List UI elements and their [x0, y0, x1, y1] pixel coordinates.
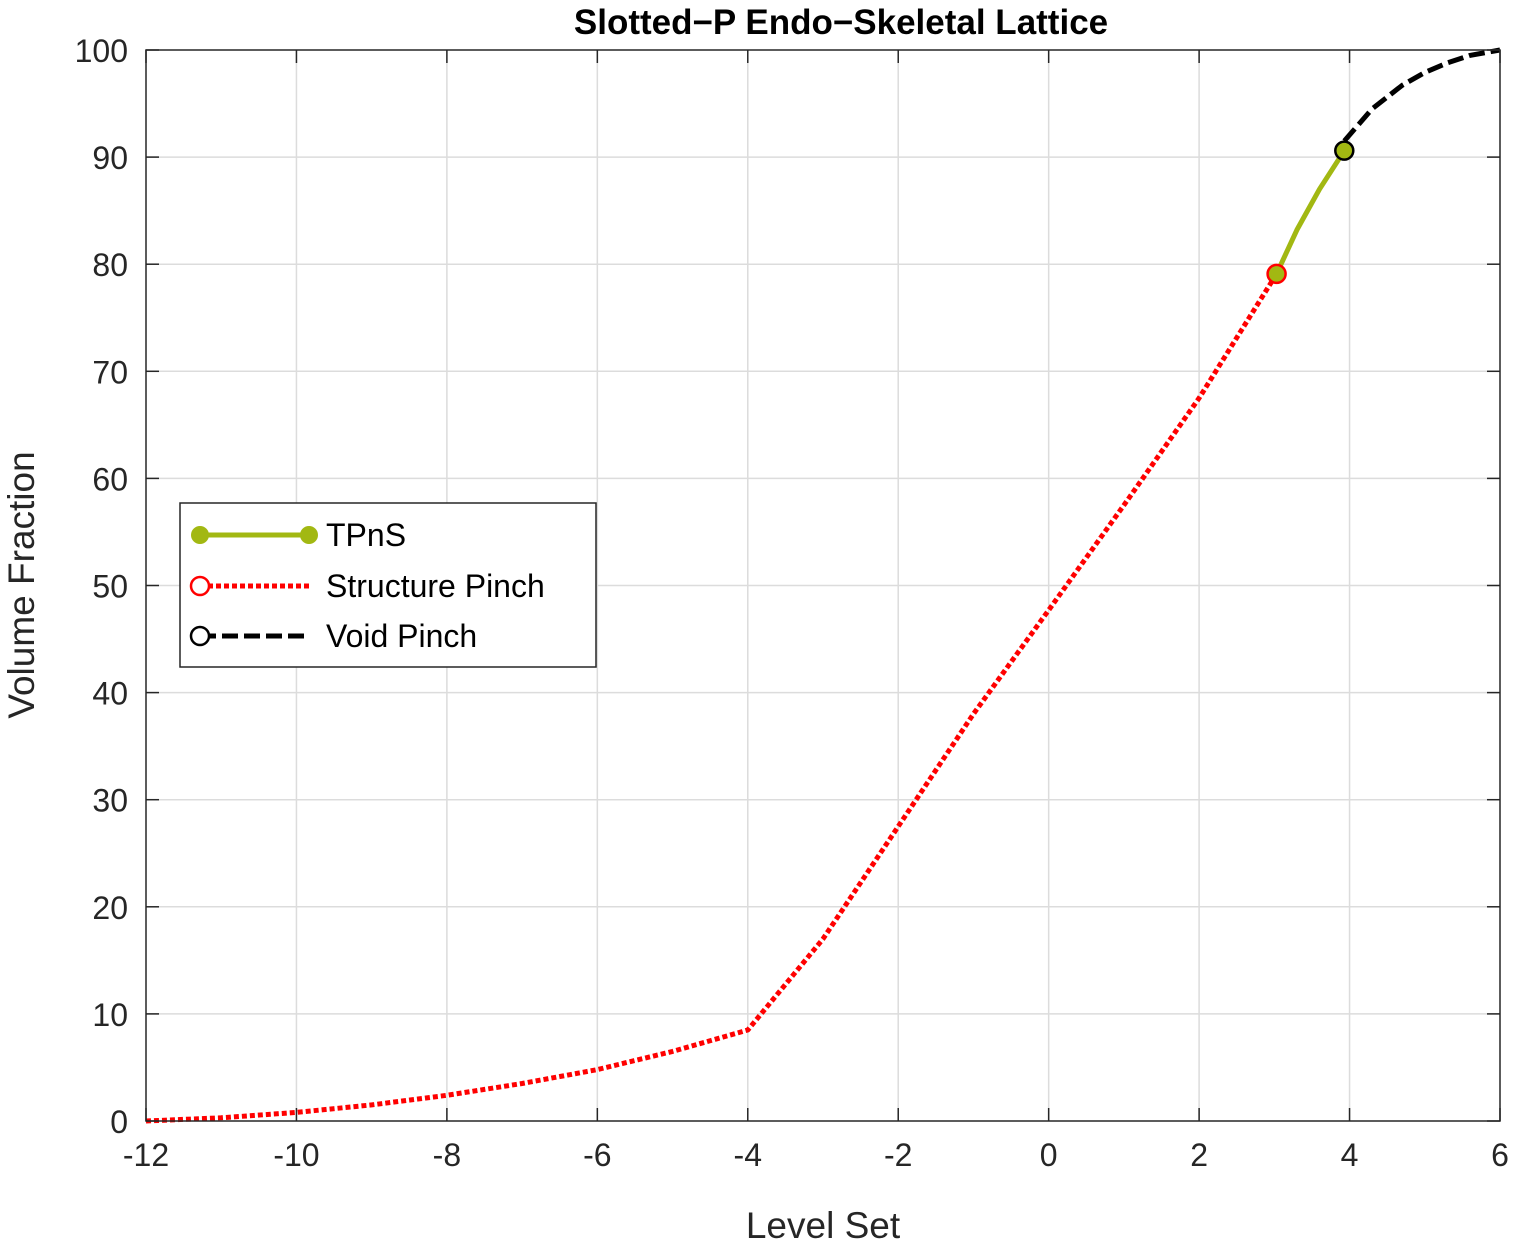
series-lines: [145, 47, 1501, 1124]
y-tick-label: 10: [92, 997, 128, 1033]
y-axis-ticks: 0 10 20 30 40 50 60 70 80 90 100: [75, 33, 1500, 1140]
y-tick-label: 20: [92, 890, 128, 926]
x-axis-ticks: -12 -10 -8 -6 -4 -2 0 2 4 6: [123, 50, 1509, 1173]
legend-marker-structure-pinch: [189, 575, 211, 597]
legend-marker-tpns-right: [300, 526, 318, 544]
y-tick-label: 60: [92, 461, 128, 497]
legend-item-void-pinch: Void Pinch: [189, 618, 477, 654]
x-tick-label: -12: [123, 1137, 169, 1173]
y-tick-label: 0: [110, 1104, 128, 1140]
x-tick-label: -2: [884, 1137, 912, 1173]
y-tick-label: 100: [75, 33, 128, 69]
y-tick-label: 70: [92, 354, 128, 390]
y-tick-label: 30: [92, 783, 128, 819]
legend-marker-void-pinch: [189, 625, 211, 647]
y-tick-label: 80: [92, 247, 128, 283]
marker-structure-pinch: [1266, 263, 1287, 285]
legend-label-tpns: TPnS: [326, 517, 406, 553]
data-markers: [1266, 140, 1355, 285]
legend: TPnS Structure Pinch Void Pinch: [179, 502, 597, 668]
series-line-structure-pinch: [145, 272, 1279, 1124]
x-tick-label: -8: [433, 1137, 461, 1173]
x-axis-title: Level Set: [746, 1205, 901, 1244]
y-tick-label: 40: [92, 676, 128, 712]
x-tick-label: -10: [273, 1137, 319, 1173]
x-tick-label: -4: [734, 1137, 762, 1173]
x-tick-label: -6: [583, 1137, 611, 1173]
legend-label-void-pinch: Void Pinch: [326, 618, 477, 654]
y-axis-title: Volume Fraction: [1, 451, 42, 718]
legend-label-structure-pinch: Structure Pinch: [326, 568, 545, 604]
series-line-tpns: [1274, 149, 1347, 275]
marker-tpns: [1334, 140, 1355, 161]
legend-item-tpns: TPnS: [191, 517, 406, 553]
y-tick-label: 50: [92, 569, 128, 605]
y-tick-label: 90: [92, 140, 128, 176]
chart-title: Slotted−P Endo−Skeletal Lattice: [574, 3, 1108, 42]
x-tick-label: 6: [1491, 1137, 1509, 1173]
x-tick-label: 2: [1190, 1137, 1208, 1173]
legend-item-structure-pinch: Structure Pinch: [189, 568, 545, 604]
legend-marker-tpns-left: [191, 526, 209, 544]
series-line-void-pinch: [1342, 47, 1501, 143]
x-tick-label: 0: [1040, 1137, 1058, 1173]
x-tick-label: 4: [1341, 1137, 1359, 1173]
